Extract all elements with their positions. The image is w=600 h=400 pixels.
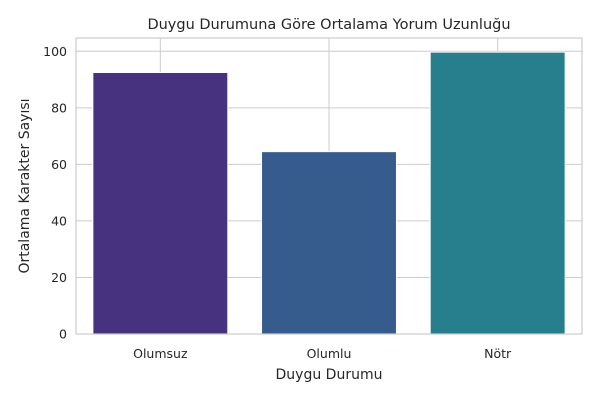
y-tick-label: 40 bbox=[51, 213, 67, 228]
bar-olumlu bbox=[261, 151, 397, 335]
y-tick-label: 80 bbox=[51, 100, 67, 115]
bar-olumsuz bbox=[92, 71, 229, 335]
y-tick-labels: 0 20 40 60 80 100 bbox=[43, 44, 67, 342]
x-tick-label: Nötr bbox=[484, 346, 512, 361]
bar-nötr bbox=[429, 51, 566, 335]
x-axis-label: Duygu Durumu bbox=[276, 367, 383, 383]
y-tick-label: 60 bbox=[51, 157, 67, 172]
plot-frame bbox=[75, 37, 583, 335]
bars bbox=[92, 51, 566, 335]
y-tick-label: 100 bbox=[43, 44, 67, 59]
x-tick-label: Olumsuz bbox=[133, 346, 188, 361]
x-tick-labels: Olumsuz Olumlu Nötr bbox=[133, 346, 512, 361]
y-tick-label: 20 bbox=[51, 270, 67, 285]
chart-title: Duygu Durumuna Göre Ortalama Yorum Uzunl… bbox=[147, 17, 510, 33]
y-tick-label: 0 bbox=[59, 327, 67, 342]
x-tick-label: Olumlu bbox=[307, 346, 352, 361]
y-axis-label: Ortalama Karakter Sayısı bbox=[17, 98, 33, 273]
